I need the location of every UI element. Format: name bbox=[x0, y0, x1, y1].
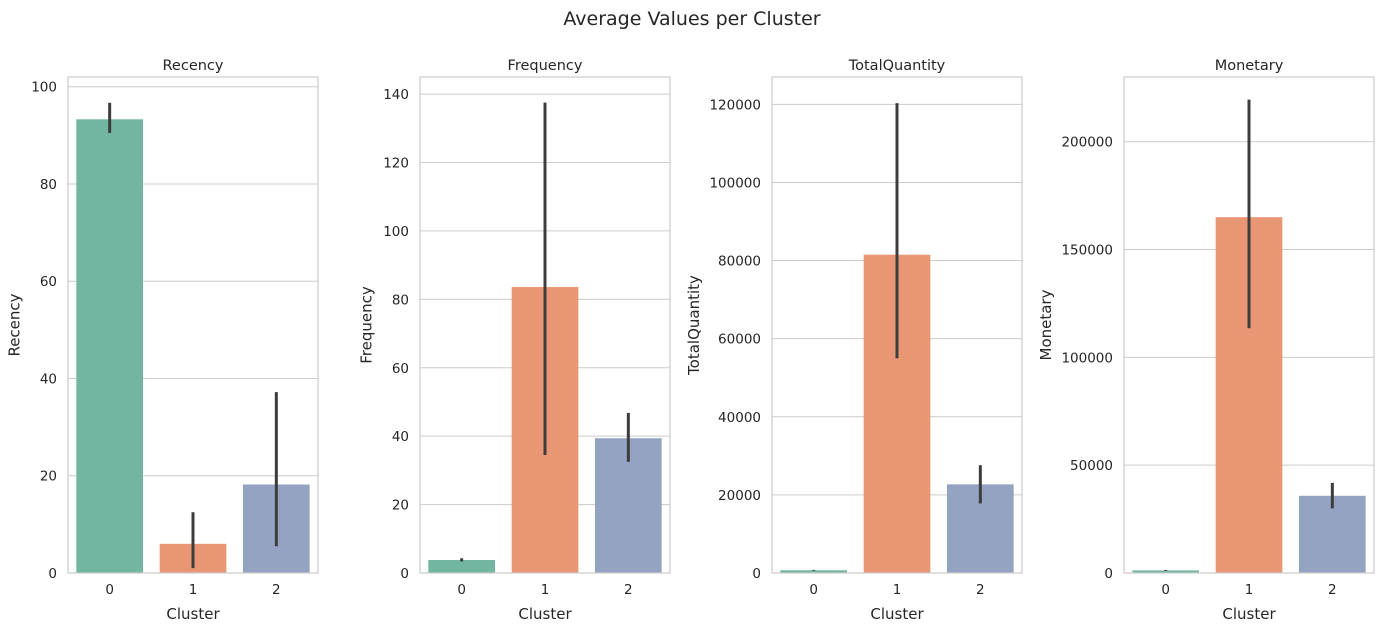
panel-frequency-ytick-label: 120 bbox=[383, 156, 409, 172]
panel-recency-xtick-label: 1 bbox=[189, 582, 198, 598]
panel-frequency-ytick-label: 100 bbox=[383, 224, 409, 240]
panel-frequency-ytick-label: 20 bbox=[392, 498, 409, 514]
panel-recency-title: Recency bbox=[163, 58, 224, 74]
panel-monetary-bar-2 bbox=[1299, 495, 1366, 573]
panel-totalquantity-ytick-label: 0 bbox=[752, 566, 761, 582]
panel-recency-ytick-label: 60 bbox=[40, 274, 57, 290]
panel-totalquantity-ytick-label: 120000 bbox=[709, 97, 761, 113]
figure-title: Average Values per Cluster bbox=[563, 8, 820, 30]
panel-totalquantity-frame bbox=[771, 76, 1023, 574]
panel-totalquantity-ytick-label: 80000 bbox=[718, 254, 761, 270]
panel-totalquantity-ytick-label: 60000 bbox=[718, 332, 761, 348]
panel-recency-xlabel: Cluster bbox=[166, 605, 220, 623]
panel-frequency-title: Frequency bbox=[508, 58, 583, 74]
panel-frequency-ytick-label: 60 bbox=[392, 361, 409, 377]
panel-monetary-ytick-label: 0 bbox=[1104, 566, 1113, 582]
panel-frequency-bar-0 bbox=[428, 560, 495, 573]
panel-frequency-xtick-label: 0 bbox=[457, 582, 466, 598]
panel-frequency-xlabel: Cluster bbox=[518, 605, 572, 623]
panel-frequency-xtick-label: 2 bbox=[624, 582, 633, 598]
panel-frequency-ylabel: Frequency bbox=[357, 286, 375, 364]
panel-monetary-ytick-label: 150000 bbox=[1061, 243, 1113, 259]
panel-frequency-xtick-label: 1 bbox=[541, 582, 550, 598]
panel-frequency: 0 20 40 60 80 100 120 140 0 1 2 Frequency Cluster Fre… bbox=[357, 58, 671, 623]
panel-totalquantity-xtick-label: 2 bbox=[976, 582, 985, 598]
panel-monetary: 0 50000 100000 150000 200000 0 1 2 Monetary Clust… bbox=[1037, 58, 1375, 623]
panel-monetary-ytick-label: 50000 bbox=[1070, 458, 1113, 474]
panel-recency-xtick-label: 0 bbox=[105, 582, 114, 598]
panel-recency-xtick-label: 2 bbox=[272, 582, 281, 598]
panel-recency-ytick-label: 20 bbox=[40, 469, 57, 485]
panel-recency-ylabel: Recency bbox=[5, 293, 23, 356]
panel-frequency-ytick-label: 140 bbox=[383, 87, 409, 103]
panel-recency-ytick-label: 80 bbox=[40, 177, 57, 193]
panel-frequency-ytick-label: 0 bbox=[400, 566, 409, 582]
panel-monetary-xlabel: Cluster bbox=[1222, 605, 1276, 623]
panel-totalquantity: 0 20000 40000 60000 80000 100000 120000 0 1 2 Tota… bbox=[685, 58, 1023, 623]
panel-monetary-ytick-label: 100000 bbox=[1061, 350, 1113, 366]
panel-recency-ytick-label: 40 bbox=[40, 371, 57, 387]
panel-totalquantity-title: TotalQuantity bbox=[848, 58, 946, 74]
panel-recency-bar-0 bbox=[76, 119, 143, 574]
panel-totalquantity-xtick-label: 1 bbox=[893, 582, 902, 598]
panel-totalquantity-bar-0 bbox=[780, 570, 847, 573]
panel-totalquantity-xlabel: Cluster bbox=[870, 605, 924, 623]
panel-monetary-frame bbox=[1123, 76, 1375, 574]
panel-totalquantity-ylabel: TotalQuantity bbox=[685, 275, 703, 376]
panel-frequency-ytick-label: 80 bbox=[392, 292, 409, 308]
panel-totalquantity-ytick-label: 20000 bbox=[718, 488, 761, 504]
panel-monetary-ytick-label: 200000 bbox=[1061, 135, 1113, 151]
panel-frequency-frame bbox=[419, 76, 671, 574]
panel-monetary-xtick-label: 0 bbox=[1161, 582, 1170, 598]
panel-monetary-xtick-label: 2 bbox=[1328, 582, 1337, 598]
panel-recency-ytick-label: 100 bbox=[31, 80, 57, 96]
panel-totalquantity-xtick-label: 0 bbox=[809, 582, 818, 598]
panel-recency-frame bbox=[67, 76, 319, 574]
panel-monetary-bar-0 bbox=[1132, 570, 1199, 573]
panel-frequency-ytick-label: 40 bbox=[392, 429, 409, 445]
panel-monetary-xtick-label: 1 bbox=[1245, 582, 1254, 598]
panel-recency-ytick-label: 0 bbox=[48, 566, 57, 582]
panel-recency: 0 20 40 60 80 100 0 1 2 Recency Cluster Recency bbox=[5, 58, 319, 623]
panel-totalquantity-ytick-label: 40000 bbox=[718, 410, 761, 426]
panel-monetary-ylabel: Monetary bbox=[1037, 289, 1055, 360]
panel-totalquantity-ytick-label: 100000 bbox=[709, 175, 761, 191]
panel-monetary-title: Monetary bbox=[1215, 58, 1284, 74]
